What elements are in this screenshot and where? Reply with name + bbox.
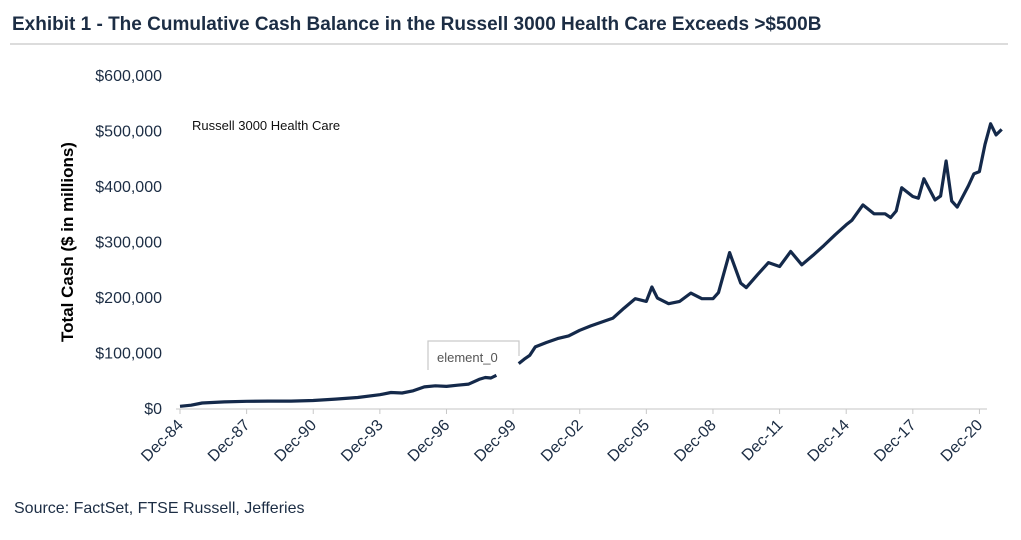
element-label-box: element_0: [427, 340, 520, 370]
y-tick-label: $400,000: [95, 179, 162, 196]
source-note: Source: FactSet, FTSE Russell, Jefferies: [14, 500, 305, 517]
y-tick-label: $300,000: [95, 235, 162, 252]
series-line: [179, 373, 498, 408]
x-tick-label: Dec-17: [871, 417, 920, 466]
x-tick-label: Dec-99: [471, 417, 520, 466]
y-axis: $0 $100,000 $200,000 $300,000 $400,000 $500,0…: [95, 68, 162, 418]
y-axis-label: Total Cash ($ in millions): [58, 142, 77, 342]
x-tick-label: Dec-84: [138, 417, 187, 466]
y-tick-label: $600,000: [95, 68, 162, 85]
y-tick-label: $200,000: [95, 290, 162, 307]
x-tick-label: Dec-96: [405, 417, 454, 466]
x-axis: Dec-84 Dec-87 Dec-90 Dec-93 Dec-96 Dec-99 Dec-…: [138, 409, 986, 465]
x-tick-label: Dec-87: [205, 417, 254, 466]
x-tick-label: Dec-90: [272, 417, 321, 466]
x-tick-label: Dec-93: [338, 417, 387, 466]
series-line: [517, 122, 1003, 365]
y-tick-label: $100,000: [95, 346, 162, 363]
x-tick-label: Dec-14: [805, 417, 854, 466]
series-lines: [179, 122, 1003, 408]
x-tick-label: Dec-08: [671, 417, 720, 466]
x-tick-label: Dec-20: [938, 417, 987, 466]
x-tick-label: Dec-11: [739, 417, 787, 465]
title-divider: [10, 43, 1008, 45]
series-annotation: Russell 3000 Health Care: [192, 118, 340, 133]
chart-title: Exhibit 1 - The Cumulative Cash Balance …: [12, 14, 822, 35]
x-tick-label: Dec-02: [538, 417, 587, 466]
y-tick-label: $0: [144, 401, 162, 418]
element-label: element_0: [437, 350, 498, 365]
y-tick-label: $500,000: [95, 124, 162, 141]
x-tick-label: Dec-05: [605, 417, 654, 466]
